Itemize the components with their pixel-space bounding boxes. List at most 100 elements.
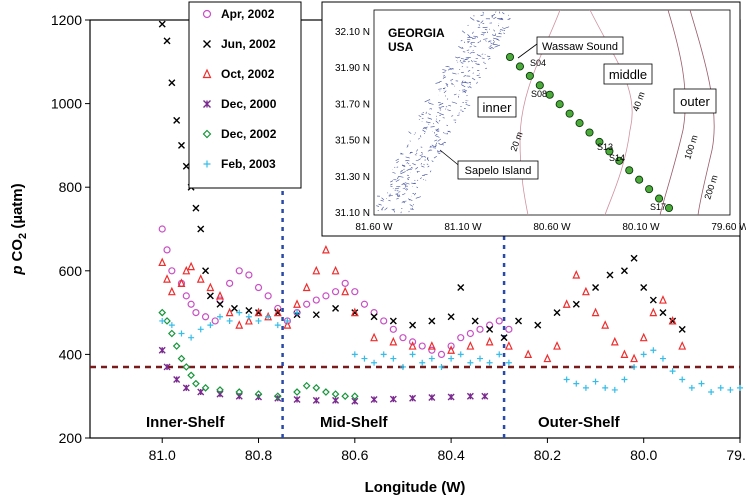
station-label-s17: S17	[650, 202, 666, 212]
data-point	[158, 20, 166, 28]
data-point	[293, 396, 301, 404]
data-point	[678, 341, 687, 350]
data-point	[457, 351, 464, 358]
data-point	[409, 321, 417, 329]
data-point	[361, 355, 368, 362]
data-point	[207, 322, 214, 329]
data-point	[245, 271, 253, 279]
data-point	[592, 284, 600, 292]
data-point	[737, 384, 743, 391]
data-point	[188, 334, 195, 341]
data-point	[192, 204, 200, 212]
zone-outer-box	[673, 88, 717, 114]
data-point	[553, 341, 561, 350]
data-point	[389, 395, 397, 403]
data-point	[158, 225, 166, 233]
data-point	[418, 342, 426, 350]
series-layer	[158, 20, 743, 405]
x-tick-label: 80.6	[341, 447, 368, 463]
inset-title-line1: GEORGIA	[388, 26, 445, 40]
data-point	[659, 355, 666, 362]
data-point	[294, 309, 301, 316]
data-point	[168, 267, 176, 275]
data-point	[534, 321, 542, 329]
data-point	[206, 282, 215, 292]
inset-x-tick-label: 81.10 W	[444, 222, 482, 233]
data-point	[254, 390, 263, 398]
data-point	[495, 317, 503, 325]
data-point	[274, 322, 281, 329]
data-point	[447, 342, 455, 350]
data-point	[427, 341, 436, 350]
data-point	[437, 350, 446, 358]
data-point	[649, 307, 658, 317]
data-point	[572, 270, 581, 279]
data-point	[563, 376, 570, 383]
data-point	[226, 279, 234, 287]
data-point	[611, 386, 618, 393]
data-point	[620, 267, 628, 275]
contour-100m	[659, 9, 686, 216]
data-point	[235, 388, 244, 396]
data-point	[202, 267, 210, 275]
data-point	[265, 313, 272, 320]
data-point	[182, 265, 191, 275]
data-point	[631, 363, 638, 370]
x-tick-label: 80.0	[630, 447, 657, 463]
y-axis-label: pCO2 (µatm)	[9, 183, 29, 275]
data-point	[216, 390, 224, 398]
data-point	[182, 292, 190, 300]
data-point	[341, 392, 350, 401]
data-point	[254, 283, 263, 292]
y-tick-label: 200	[59, 430, 83, 446]
data-point	[606, 271, 614, 279]
station-marker	[525, 71, 534, 80]
zone-inner-box	[477, 96, 517, 118]
legend-label: Oct, 2002	[221, 67, 275, 81]
data-point	[447, 345, 456, 354]
data-point	[553, 309, 561, 317]
data-point	[211, 317, 219, 325]
station-marker	[555, 100, 564, 109]
data-point	[659, 295, 667, 304]
data-point	[389, 317, 397, 325]
data-point	[163, 246, 171, 254]
x-axis-ticks: 81.0 80.8 80.6 80.4 80.2 80.0 79.8	[149, 438, 746, 463]
data-point	[409, 351, 416, 358]
data-point	[192, 309, 200, 317]
data-point	[524, 349, 533, 358]
inset-x-ticks: 81.60 W 81.10 W 80.60 W 80.10 W 79.60 W	[355, 222, 746, 233]
data-point	[178, 330, 185, 337]
region-mid-shelf: Mid-Shelf	[320, 414, 388, 431]
data-point	[659, 309, 667, 317]
data-point	[610, 336, 619, 346]
data-point	[245, 307, 253, 315]
series-3	[158, 346, 489, 405]
data-point	[620, 349, 629, 358]
data-point	[717, 384, 724, 391]
data-point	[409, 394, 417, 402]
data-point	[201, 383, 210, 392]
coastline	[376, 11, 511, 214]
data-point	[236, 309, 243, 316]
y-tick-label: 1000	[51, 96, 82, 112]
data-point	[466, 329, 474, 338]
data-point	[419, 359, 426, 366]
data-point	[592, 378, 599, 385]
data-point	[471, 317, 479, 325]
data-point	[408, 338, 417, 346]
data-point	[284, 317, 291, 324]
data-point	[187, 300, 195, 308]
station-marker	[545, 90, 554, 99]
station-marker	[515, 62, 524, 71]
inset-x-tick-label: 81.60 W	[355, 222, 393, 233]
data-point	[312, 265, 321, 275]
data-point	[168, 79, 176, 87]
contour-200m	[689, 9, 715, 216]
inset-map: 32.10 N 31.90 N 31.70 N 31.50 N 31.30 N 31.10…	[321, 1, 746, 237]
data-point	[216, 386, 224, 394]
station-marker	[605, 147, 614, 156]
legend: Apr, 2002 Jun, 2002 Oct, 2002 Dec, 2000 Dec,…	[188, 1, 302, 189]
x-tick-label: 79.8	[726, 447, 746, 463]
data-point	[389, 325, 397, 333]
